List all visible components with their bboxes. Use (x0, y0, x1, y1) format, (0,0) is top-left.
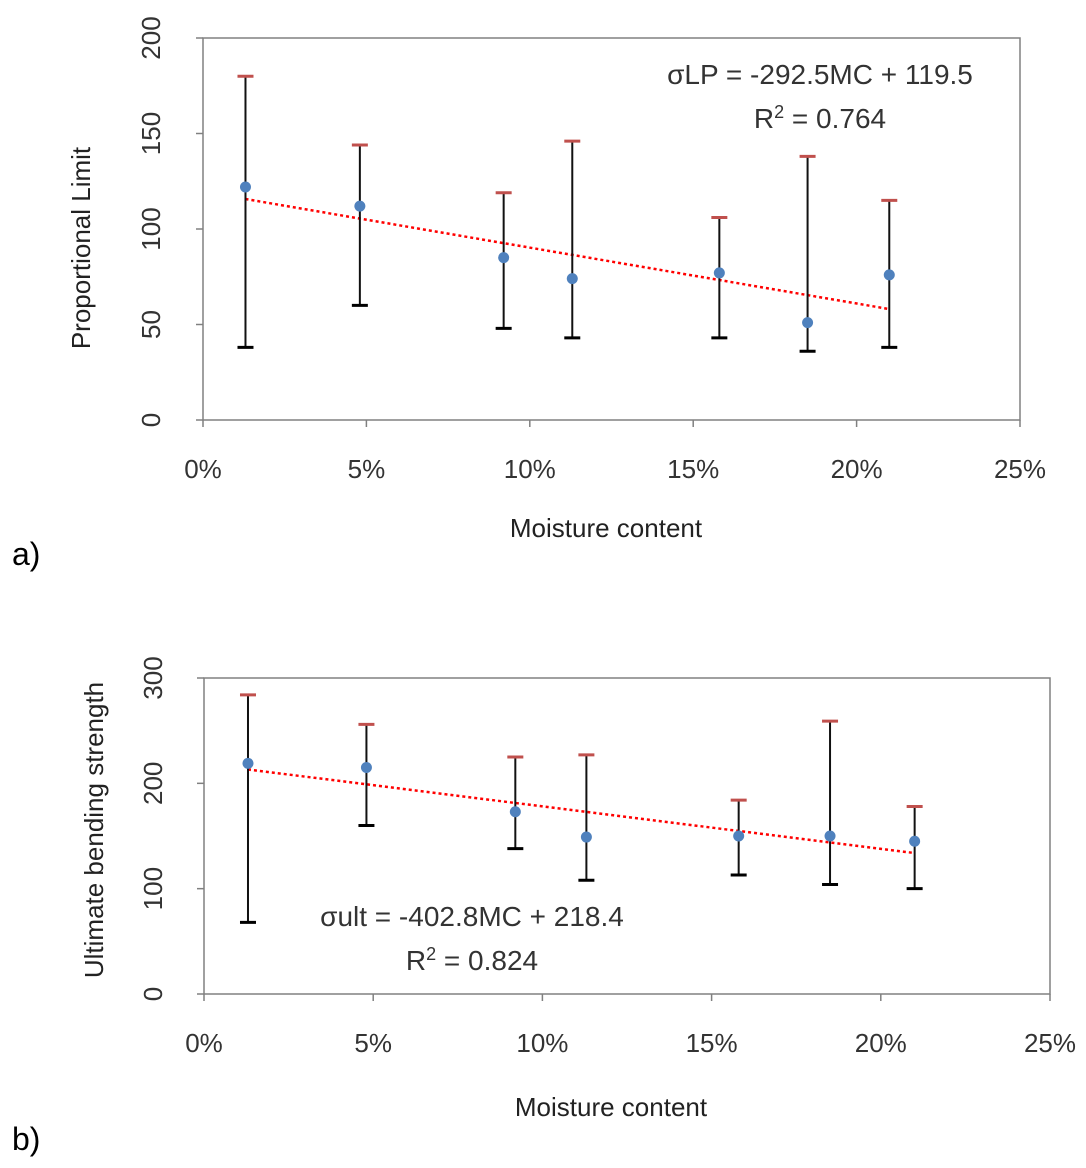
data-point (909, 835, 921, 847)
y-tick-label: 0 (136, 413, 166, 427)
x-axis-ticks: 0% 5% 10% 15% 20% 25% (185, 994, 1076, 1058)
data-points-group (242, 757, 921, 847)
data-point (360, 762, 372, 774)
panel-b-chart: 0% 5% 10% 15% 20% 25% 0 100 200 300 Ultimate ben… (12, 656, 1076, 1157)
x-tick-label: 0% (185, 1028, 223, 1058)
error-bars-group (239, 693, 923, 924)
panel-a-chart: 0% 5% 10% 15% 20% 25% 0 50 100 150 200 Proportion… (12, 16, 1046, 572)
x-tick-label: 25% (1024, 1028, 1076, 1058)
y-tick-label: 150 (136, 112, 166, 155)
data-point (498, 252, 510, 264)
x-tick-label: 15% (686, 1028, 738, 1058)
y-tick-label: 0 (138, 987, 168, 1001)
r2-prefix: R (754, 103, 774, 134)
r-squared-label: R2 = 0.824 (406, 944, 538, 976)
x-tick-label: 5% (354, 1028, 392, 1058)
y-tick-label: 50 (136, 310, 166, 339)
y-tick-label: 100 (138, 867, 168, 910)
data-point (239, 181, 251, 193)
r2-prefix: R (406, 945, 426, 976)
y-tick-label: 200 (138, 762, 168, 805)
x-tick-label: 20% (855, 1028, 907, 1058)
trendline-group (247, 768, 915, 855)
y-axis-title: Proportional Limit (66, 146, 96, 349)
x-tick-label: 25% (994, 454, 1046, 484)
linear-trendline (247, 768, 915, 855)
y-axis-ticks: 0 100 200 300 (138, 656, 204, 1001)
data-points-group (239, 181, 895, 329)
y-axis-ticks: 0 50 100 150 200 (136, 16, 203, 427)
data-point (802, 317, 814, 329)
data-point (242, 757, 254, 769)
x-axis-ticks: 0% 5% 10% 15% 20% 25% (184, 420, 1046, 484)
x-tick-label: 5% (348, 454, 386, 484)
y-tick-label: 200 (136, 16, 166, 59)
x-tick-label: 0% (184, 454, 222, 484)
data-point (713, 267, 725, 279)
x-axis-title: Moisture content (510, 513, 703, 543)
data-point (580, 831, 592, 843)
data-point (733, 830, 745, 842)
data-point (566, 273, 578, 285)
data-point (354, 200, 366, 212)
trend-equation: σLP = -292.5MC + 119.5 (667, 59, 973, 90)
r-squared-label: R2 = 0.764 (754, 102, 886, 134)
r2-value: = 0.764 (784, 103, 886, 134)
linear-trendline (245, 197, 890, 311)
trendline-group (245, 197, 890, 311)
x-tick-label: 15% (667, 454, 719, 484)
plot-area-border (202, 37, 1021, 421)
trend-equation: σult = -402.8MC + 218.4 (320, 901, 624, 932)
panel-label-a: a) (12, 536, 40, 572)
data-point (824, 830, 836, 842)
panel-label-b: b) (12, 1121, 40, 1157)
r2-superscript: 2 (426, 944, 436, 964)
r2-superscript: 2 (774, 102, 784, 122)
x-tick-label: 20% (831, 454, 883, 484)
x-tick-label: 10% (516, 1028, 568, 1058)
data-point (883, 269, 895, 281)
y-axis-title: Ultimate bending strength (79, 682, 109, 978)
data-point (509, 806, 521, 818)
r2-value: = 0.824 (436, 945, 538, 976)
plot-area-border (203, 677, 1051, 995)
y-tick-label: 100 (136, 207, 166, 250)
y-tick-label: 300 (138, 656, 168, 699)
x-tick-label: 10% (504, 454, 556, 484)
x-axis-title: Moisture content (515, 1092, 708, 1122)
